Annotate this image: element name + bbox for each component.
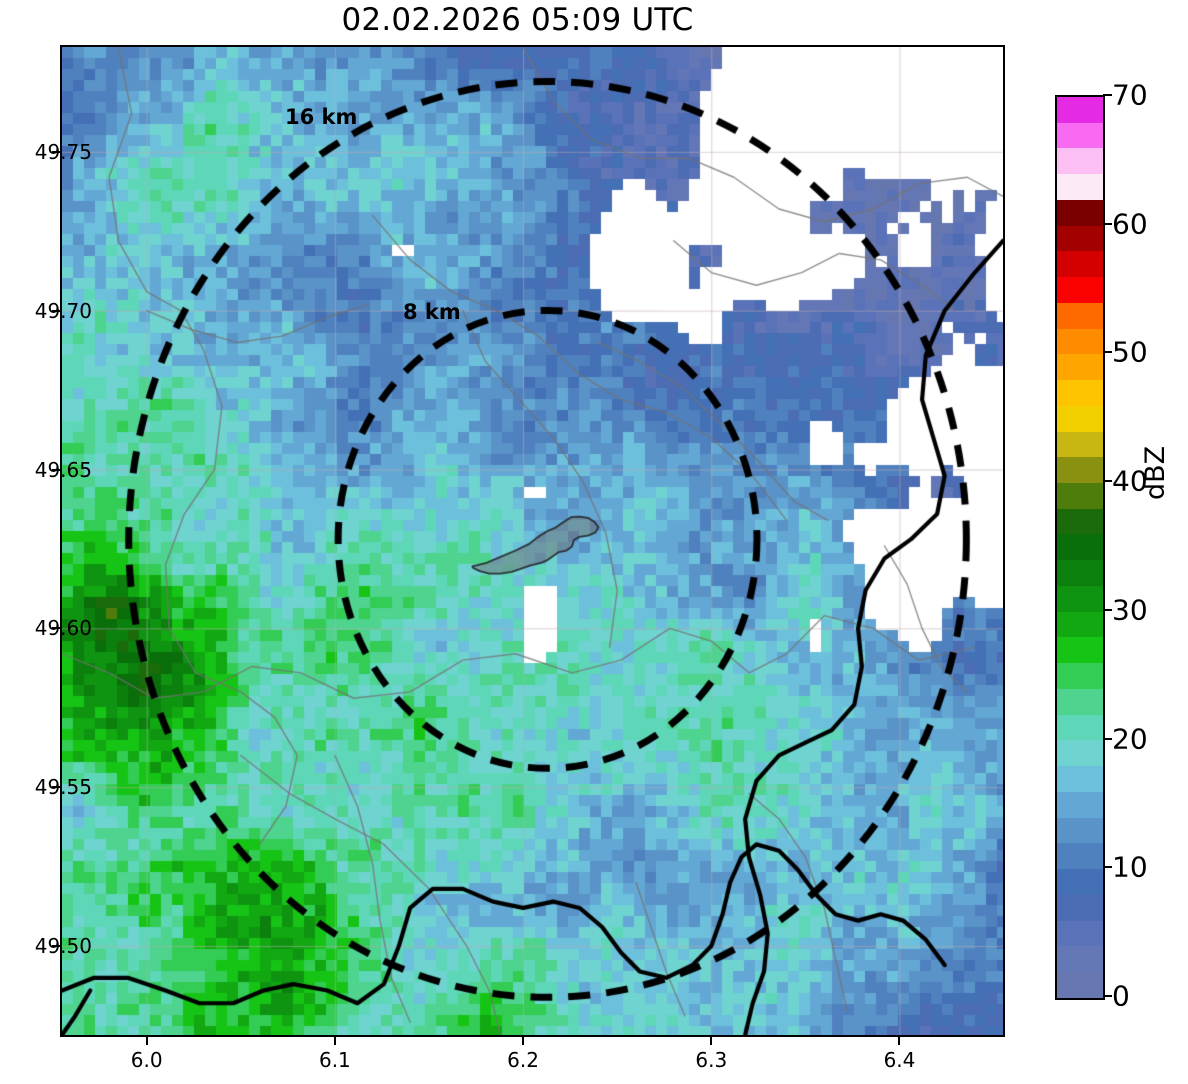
colorbar-band xyxy=(1057,534,1103,561)
colorbar-tick-label: 0 xyxy=(1112,979,1130,1013)
x-axis-tick-label: 6.2 xyxy=(507,1048,539,1072)
colorbar-band xyxy=(1057,354,1103,381)
colorbar-band xyxy=(1057,817,1103,844)
colorbar-band xyxy=(1057,920,1103,947)
colorbar-band xyxy=(1057,508,1103,535)
y-axis-tick-mark xyxy=(52,786,60,789)
colorbar-tick-label: 50 xyxy=(1112,335,1148,369)
x-axis-tick-mark xyxy=(710,1037,713,1045)
colorbar-tick-mark xyxy=(1103,866,1112,869)
colorbar-band xyxy=(1057,894,1103,921)
colorbar-band xyxy=(1057,251,1103,278)
colorbar-band xyxy=(1057,971,1103,998)
y-axis-tick-label: 49.70 xyxy=(34,298,92,323)
colorbar-band xyxy=(1057,302,1103,329)
colorbar-band xyxy=(1057,148,1103,175)
y-axis-tick-mark xyxy=(52,627,60,630)
map-overlay-layer xyxy=(62,47,1003,1035)
x-axis-tick-mark xyxy=(898,1037,901,1045)
colorbar-band xyxy=(1057,869,1103,895)
colorbar-band xyxy=(1057,637,1103,664)
page-title: 02.02.2026 05:09 UTC xyxy=(341,2,694,38)
x-axis-tick-mark xyxy=(333,1037,336,1045)
x-axis-tick-label: 6.4 xyxy=(883,1048,916,1072)
y-axis-tick-mark xyxy=(52,945,60,948)
colorbar-tick-label: 40 xyxy=(1112,464,1148,498)
colorbar-tick-label: 10 xyxy=(1112,850,1148,884)
y-axis-tick-mark xyxy=(52,468,60,471)
colorbar-band xyxy=(1057,174,1103,200)
colorbar-label: dBZ xyxy=(1140,445,1171,500)
colorbar-tick-label: 20 xyxy=(1112,722,1148,756)
colorbar-tick-mark xyxy=(1103,995,1112,997)
colorbar-band xyxy=(1057,714,1103,741)
colorbar-band xyxy=(1057,380,1103,406)
y-axis-tick-label: 49.75 xyxy=(34,139,92,164)
colorbar-band xyxy=(1057,405,1103,432)
colorbar-tick-mark xyxy=(1103,94,1112,96)
colorbar-band xyxy=(1057,740,1103,767)
colorbar-band xyxy=(1057,199,1103,226)
colorbar-band xyxy=(1057,277,1103,303)
range-ring-label-16km: 16 km xyxy=(285,105,358,129)
x-axis-tick-mark xyxy=(522,1037,525,1045)
colorbar-band xyxy=(1057,843,1103,870)
colorbar-tick-label: 30 xyxy=(1112,593,1148,627)
x-axis-tick-label: 6.1 xyxy=(318,1048,351,1072)
colorbar-tick-mark xyxy=(1103,608,1112,611)
colorbar-band xyxy=(1057,328,1103,355)
colorbar-tick-label: 60 xyxy=(1112,207,1148,241)
colorbar-band xyxy=(1057,791,1103,818)
y-axis-tick-label: 49.55 xyxy=(34,775,92,800)
colorbar-band xyxy=(1057,122,1103,149)
y-axis-tick-label: 49.65 xyxy=(34,457,92,482)
colorbar-tick-label: 70 xyxy=(1112,78,1148,112)
colorbar-band xyxy=(1057,688,1103,715)
colorbar-band xyxy=(1057,585,1103,612)
radar-plot-area xyxy=(60,45,1005,1037)
x-axis-tick-label: 6.0 xyxy=(130,1048,163,1072)
colorbar-tick-mark xyxy=(1103,351,1112,354)
colorbar-tick-mark xyxy=(1103,222,1112,225)
range-ring-label-8km: 8 km xyxy=(403,300,461,324)
colorbar xyxy=(1055,95,1105,1000)
colorbar-band xyxy=(1057,97,1103,123)
colorbar-tick-mark xyxy=(1103,480,1112,483)
colorbar-band xyxy=(1057,431,1103,458)
x-axis-tick-label: 6.3 xyxy=(695,1048,728,1072)
y-axis-tick-mark xyxy=(52,150,60,153)
y-axis-tick-mark xyxy=(52,309,60,312)
colorbar-band xyxy=(1057,560,1103,586)
y-axis-tick-label: 49.60 xyxy=(34,616,92,641)
colorbar-band xyxy=(1057,611,1103,638)
colorbar-band xyxy=(1057,663,1103,689)
colorbar-band xyxy=(1057,457,1103,484)
colorbar-band xyxy=(1057,946,1103,972)
colorbar-band xyxy=(1057,225,1103,252)
y-axis-tick-label: 49.50 xyxy=(34,934,92,959)
colorbar-band xyxy=(1057,766,1103,792)
colorbar-tick-mark xyxy=(1103,737,1112,740)
colorbar-band xyxy=(1057,483,1103,509)
x-axis-tick-mark xyxy=(145,1037,148,1045)
